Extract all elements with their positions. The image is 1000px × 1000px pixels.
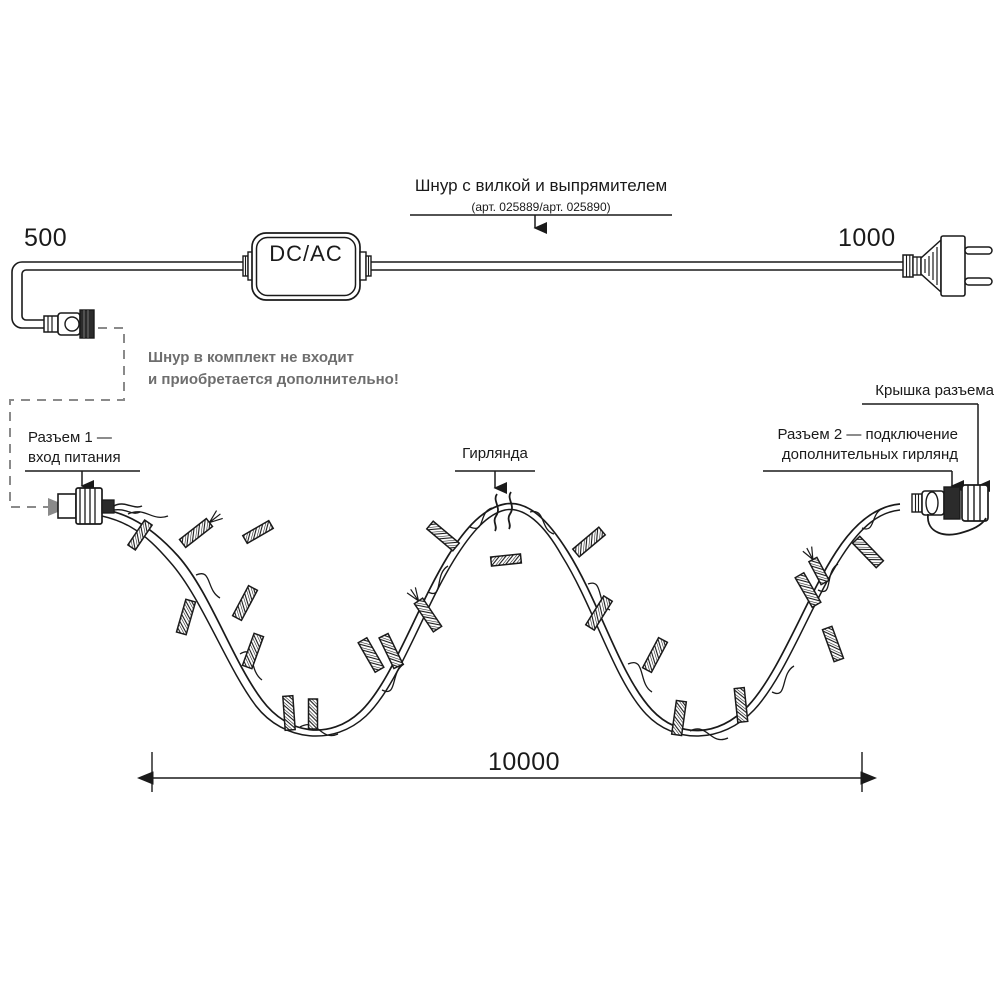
leader-garland: [455, 470, 535, 494]
led-capsule: [821, 625, 845, 663]
led-capsule: [126, 519, 154, 551]
callout-garland: Гирлянда: [462, 445, 528, 462]
dashed-connection-path: [9, 327, 125, 516]
callout-connector-cap: Крышка разъема: [875, 382, 994, 399]
leader-connector-2: [763, 470, 964, 492]
led-capsule: [406, 587, 443, 633]
power-cord-assembly: [11, 232, 993, 339]
connector-cap: [961, 484, 989, 522]
dimension-label-left-cord: 500: [24, 224, 68, 252]
led-capsule: [794, 571, 822, 609]
led-capsule: [175, 598, 197, 636]
callout-connector-2-line2: дополнительных гирлянд: [781, 446, 958, 463]
callout-power-cord-line1: Шнур с вилкой и выпрямителем: [414, 176, 668, 195]
led-capsule: [378, 632, 404, 670]
callout-power-cord-line2: (арт. 025889/арт. 025890): [471, 200, 611, 214]
connector-1-power-input: [57, 487, 143, 525]
dimension-10000: [137, 752, 877, 792]
led-capsule: [851, 535, 885, 569]
led-capsule: [178, 510, 223, 549]
leader-power-cord: [410, 214, 672, 234]
garland-wire-strand-a: [71, 502, 901, 732]
garland-wire-twists: [127, 507, 885, 741]
led-capsule: [584, 594, 614, 632]
led-capsule: [733, 686, 749, 724]
leader-connector-cap: [862, 403, 990, 492]
led-capsule: [571, 526, 607, 558]
led-capsule: [802, 546, 831, 586]
led-capsule: [641, 636, 669, 674]
callout-connector-1-line2: вход питания: [28, 449, 121, 466]
led-capsule: [231, 584, 259, 622]
dimension-label-garland-length: 10000: [487, 748, 561, 776]
led-capsule: [241, 519, 275, 545]
led-capsule: [425, 520, 461, 552]
garland-wire-strand-b: [71, 508, 901, 737]
led-capsules: [126, 510, 885, 737]
leader-connector-1: [25, 470, 140, 492]
led-capsule: [241, 632, 265, 670]
led-capsule: [282, 694, 296, 732]
female-connector: [43, 309, 95, 339]
led-capsule: [489, 553, 523, 567]
connector-2-with-cap: [911, 484, 989, 536]
note-not-included-line2: и приобретается дополнительно!: [148, 371, 399, 388]
mains-plug: [902, 235, 993, 297]
callout-connector-1-line1: Разъем 1 —: [28, 429, 112, 446]
led-capsule: [307, 698, 319, 730]
led-capsule: [357, 636, 385, 674]
garland-break-symbol: [493, 491, 513, 532]
adapter-label: DC/AC: [269, 241, 343, 267]
note-not-included-line1: Шнур в комплект не входит: [148, 349, 354, 366]
strain-relief-right: [359, 251, 372, 281]
led-capsule: [670, 699, 688, 737]
callout-connector-2-line1: Разъем 2 — подключение: [777, 426, 958, 443]
dimension-label-right-cord: 1000: [838, 224, 896, 252]
